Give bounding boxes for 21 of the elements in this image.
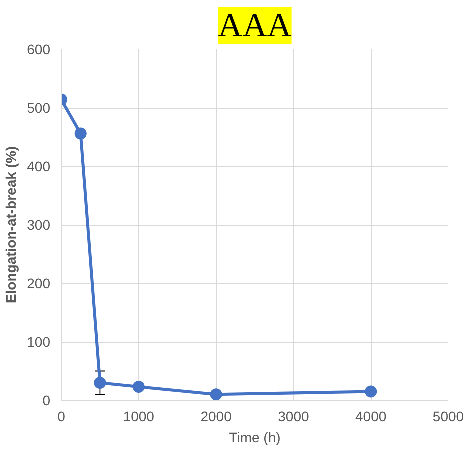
point bbox=[210, 388, 222, 400]
point bbox=[94, 376, 106, 389]
chart-title: AAA bbox=[218, 8, 292, 44]
y-tick-label: 0 bbox=[42, 392, 51, 408]
y-tick-label: 300 bbox=[27, 217, 51, 233]
x-tick-label: 0 bbox=[58, 408, 66, 424]
x-tick-label: 2000 bbox=[200, 408, 232, 424]
y-tick-label: 400 bbox=[27, 158, 51, 174]
y-tick-label: 100 bbox=[27, 334, 51, 350]
x-tick-label: 5000 bbox=[432, 408, 464, 424]
x-tick-label: 4000 bbox=[356, 408, 387, 424]
y-axis-title: Elongation-at-break (%) bbox=[3, 146, 20, 304]
y-tick-label: 600 bbox=[27, 42, 51, 58]
point bbox=[74, 128, 87, 140]
y-tick-label: 200 bbox=[27, 276, 51, 292]
x-axis-title: Time (h) bbox=[229, 430, 281, 446]
x-tick-label: 3000 bbox=[278, 408, 310, 424]
point bbox=[365, 386, 378, 398]
x-tick-label: 1000 bbox=[123, 408, 155, 424]
y-tick-label: 500 bbox=[27, 100, 51, 116]
point bbox=[132, 381, 145, 394]
